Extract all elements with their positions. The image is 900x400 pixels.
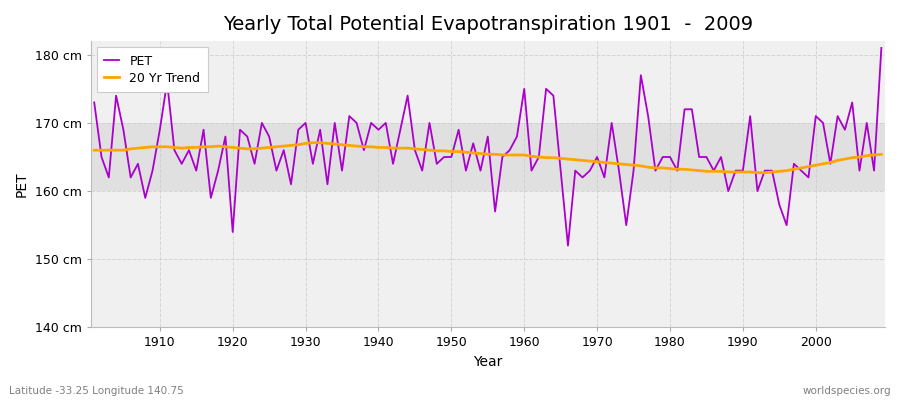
- Text: Latitude -33.25 Longitude 140.75: Latitude -33.25 Longitude 140.75: [9, 386, 184, 396]
- 20 Yr Trend: [518, 152, 529, 157]
- 20 Yr Trend: [89, 148, 100, 152]
- Legend: PET, 20 Yr Trend: PET, 20 Yr Trend: [97, 47, 208, 92]
- Title: Yearly Total Potential Evapotranspiration 1901  -  2009: Yearly Total Potential Evapotranspiratio…: [222, 15, 753, 34]
- PET: [89, 100, 100, 105]
- 20 Yr Trend: [147, 144, 158, 149]
- PET: [518, 86, 529, 91]
- 20 Yr Trend: [876, 152, 886, 157]
- 20 Yr Trend: [614, 162, 625, 166]
- PET: [147, 168, 158, 173]
- PET: [614, 168, 625, 173]
- PET: [351, 120, 362, 125]
- 20 Yr Trend: [526, 154, 537, 159]
- Y-axis label: PET: PET: [15, 172, 29, 197]
- Bar: [91, 123, 885, 191]
- 20 Yr Trend: [358, 144, 369, 149]
- 20 Yr Trend: [752, 170, 763, 175]
- 20 Yr Trend: [315, 140, 326, 145]
- PET: [876, 46, 886, 50]
- Line: 20 Yr Trend: 20 Yr Trend: [94, 143, 881, 173]
- PET: [562, 243, 573, 248]
- Text: worldspecies.org: worldspecies.org: [803, 386, 891, 396]
- PET: [511, 134, 522, 139]
- X-axis label: Year: Year: [473, 355, 502, 369]
- Line: PET: PET: [94, 48, 881, 246]
- PET: [308, 162, 319, 166]
- 20 Yr Trend: [308, 140, 319, 145]
